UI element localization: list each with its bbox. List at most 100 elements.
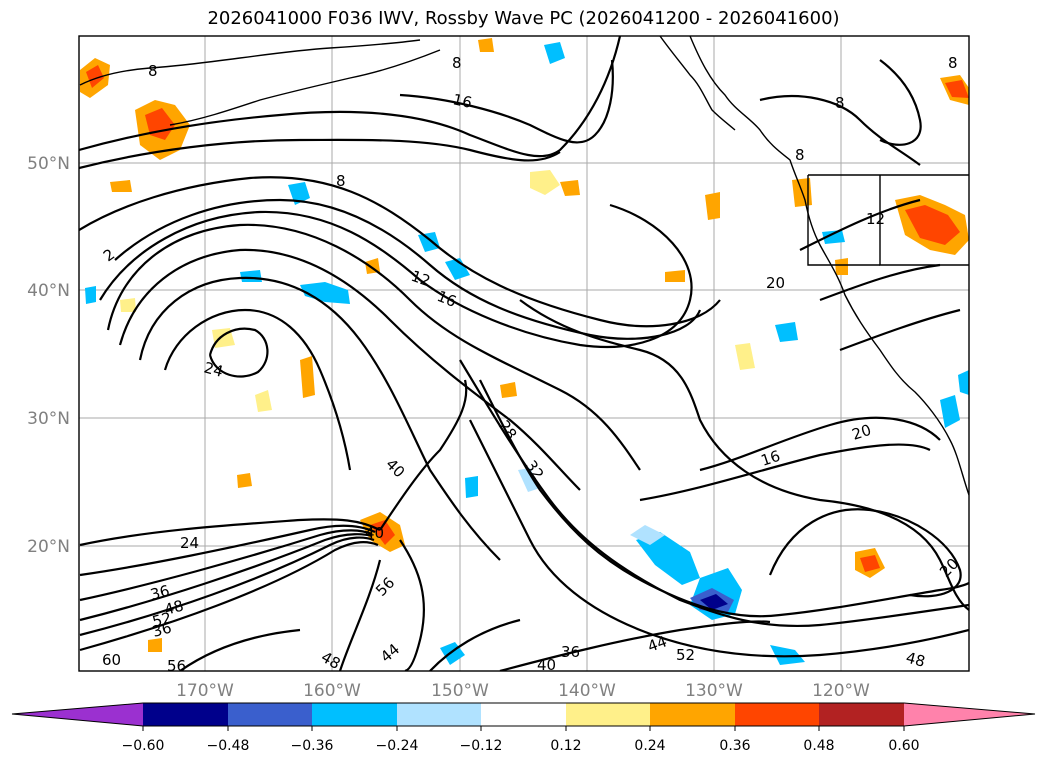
colorbar-tick-label: 0.36 (719, 738, 750, 754)
contour-line (79, 541, 379, 652)
contour-line (839, 308, 961, 352)
contour-line (639, 443, 931, 502)
contour-line (79, 533, 373, 622)
anomaly-fills (80, 38, 969, 665)
contour-label: 36 (150, 619, 173, 641)
warm-anomaly (237, 473, 252, 488)
contour-line (106, 223, 641, 471)
contour-line (99, 203, 693, 348)
cold-anomaly (775, 322, 798, 342)
contour-label: 8 (336, 172, 346, 190)
contour-label: 36 (148, 582, 171, 604)
cold-anomaly (418, 232, 440, 252)
contour-line (79, 176, 721, 328)
contour-line (379, 379, 468, 531)
warm-anomaly (705, 192, 720, 220)
cold-anomaly (940, 395, 960, 428)
warm-anomaly (120, 298, 136, 312)
contour-label: 24 (180, 534, 199, 552)
contour-label: 40 (365, 524, 384, 542)
contour-line (79, 529, 373, 602)
contour-label: 12 (866, 210, 885, 228)
contour-label: 48 (318, 648, 344, 673)
contour-label: 16 (435, 287, 459, 311)
contour-label: 48 (162, 597, 185, 619)
warm-anomaly (560, 180, 580, 196)
cold-anomaly (445, 258, 470, 280)
longitude-labels: 170°W 160°W 150°W 140°W 130°W 120°W (176, 681, 870, 701)
contour-line (179, 628, 301, 671)
contour-label: 52 (676, 646, 695, 664)
map-title: 2026041000 F036 IWV, Rossby Wave PC (202… (207, 8, 840, 29)
contour-line (163, 308, 352, 471)
contour-line (79, 138, 561, 170)
warm-anomaly (370, 520, 395, 545)
warm-anomaly (530, 170, 560, 195)
warm-anomaly (86, 65, 104, 88)
lon-label: 160°W (303, 681, 361, 701)
cold-anomaly (770, 645, 805, 665)
contour-label: 20 (850, 421, 874, 444)
cold-anomaly (85, 286, 96, 304)
colorbar-bin (312, 703, 397, 726)
contour-line (759, 94, 921, 166)
colorbar-bin (228, 703, 312, 726)
contour-label: 44 (645, 632, 669, 655)
colorbar-bin (566, 703, 650, 726)
iwv-contours (79, 36, 969, 671)
colorbar-bin (819, 703, 904, 726)
contour-label: 16 (759, 447, 783, 470)
colorbar-tick-label: −0.12 (460, 738, 503, 754)
lon-label: 120°W (812, 681, 870, 701)
warm-anomaly (945, 80, 969, 98)
lon-label: 170°W (176, 681, 234, 701)
contour-line (338, 559, 382, 671)
colorbar-tick-label: 0.60 (888, 738, 919, 754)
lon-label: 150°W (431, 681, 489, 701)
warm-anomaly (148, 638, 162, 652)
contour-label: 20 (766, 274, 785, 292)
contour-label: 52 (150, 609, 173, 631)
colorbar-tick-label: −0.48 (207, 738, 250, 754)
warm-anomaly (500, 382, 517, 398)
colorbar-tick-label: 0.24 (634, 738, 665, 754)
lat-label: 30°N (27, 409, 70, 429)
contour-line (399, 539, 426, 671)
contour-label: 8 (795, 146, 805, 164)
contour-line (79, 518, 381, 547)
contour-label: 48 (904, 648, 927, 670)
contour-label: 12 (409, 267, 433, 290)
contour-line (519, 299, 969, 611)
contour-label: 56 (167, 657, 186, 675)
warm-anomaly (478, 38, 494, 52)
colorbar-tick-label: 0.48 (803, 738, 834, 754)
cold-anomaly (822, 230, 845, 244)
contour-line (459, 359, 969, 628)
lon-label: 140°W (558, 681, 616, 701)
lon-label: 130°W (685, 681, 743, 701)
contour-line (819, 263, 941, 302)
cold-anomaly (240, 270, 262, 282)
contour-line (399, 59, 614, 144)
colorbar: −0.60 −0.48 −0.36 −0.24 −0.12 0.12 0.24 … (11, 702, 1036, 754)
contour-label: 16 (451, 90, 473, 112)
contour-line (799, 198, 921, 251)
contour-label: 8 (452, 54, 462, 72)
contour-label: 8 (835, 94, 845, 112)
contour-line (699, 416, 941, 472)
colorbar-bin (481, 703, 566, 726)
lat-label: 50°N (27, 154, 70, 174)
contour-line (429, 618, 521, 671)
warm-anomaly (255, 390, 272, 412)
contour-line (138, 276, 501, 561)
colorbar-over-extension (904, 703, 1035, 726)
colorbar-tick-label: −0.24 (376, 738, 419, 754)
contour-line (208, 327, 269, 378)
contour-line (79, 36, 622, 158)
map-frame (78, 35, 970, 672)
contour-line (118, 248, 581, 491)
cold-anomaly (465, 476, 478, 498)
contour-line (114, 198, 702, 340)
warm-anomaly (300, 356, 315, 398)
